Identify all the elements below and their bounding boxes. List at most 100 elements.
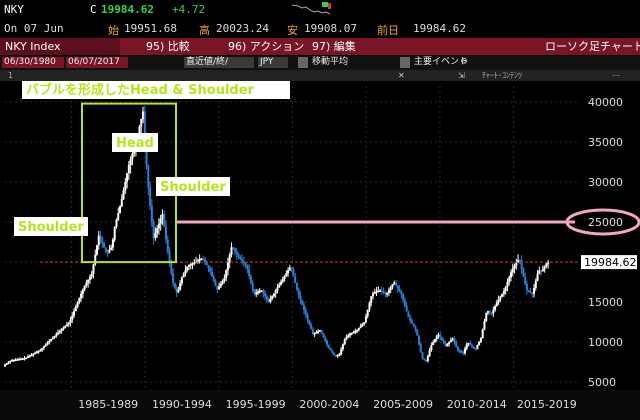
candle-body — [301, 300, 304, 306]
candle-body — [122, 190, 125, 200]
candle-body — [384, 292, 387, 294]
candle-body — [502, 290, 505, 294]
low-label: 安 — [287, 24, 298, 37]
candle-body — [538, 270, 541, 274]
chart-contents-label[interactable]: ﾁｬｰﾄ･ｺﾝﾃﾝﾂ — [482, 71, 522, 80]
candle-body — [359, 326, 362, 329]
candle-body — [425, 359, 428, 362]
candle-body — [373, 292, 376, 294]
prev-label: 前日 — [377, 24, 399, 37]
candle-body — [120, 199, 123, 207]
highlight-ellipse — [565, 208, 640, 236]
candle-body — [37, 350, 40, 353]
candle-body — [42, 346, 45, 348]
candle-body — [464, 348, 466, 354]
price-series — [4, 105, 550, 368]
candle-body — [416, 329, 419, 336]
more-icon[interactable]: ⋯ — [612, 71, 620, 80]
candle-body — [349, 333, 351, 336]
candle-body — [488, 311, 491, 313]
candle-body — [456, 346, 459, 351]
end-date-input[interactable]: 06/07/2017 — [66, 57, 128, 68]
candle-body — [483, 321, 486, 330]
currency-select[interactable]: JPY — [258, 57, 288, 68]
candle-body — [292, 269, 295, 277]
candle-body — [398, 288, 401, 292]
candle-body — [46, 342, 49, 345]
key-events-checkbox[interactable] — [400, 57, 410, 68]
candle-body — [393, 282, 396, 285]
candle-body — [150, 206, 153, 222]
candle-body — [108, 250, 111, 253]
candle-body — [226, 262, 229, 271]
index-name-field[interactable]: NKY Index — [0, 38, 120, 55]
candle-body — [5, 363, 8, 365]
open-value: 19951.68 — [124, 22, 177, 35]
candle-body — [163, 214, 166, 227]
compare-button[interactable]: 95) 比較 — [146, 40, 190, 53]
candle-body — [170, 262, 173, 273]
y-tick-label: 25000 — [588, 216, 623, 229]
candle-body — [515, 262, 518, 266]
candle-body — [234, 248, 236, 252]
candle-body — [44, 344, 47, 347]
candle-body — [64, 326, 67, 328]
y-tick-label: 5000 — [588, 376, 616, 389]
candle-body — [32, 353, 35, 356]
x-tick-label: 1990-1994 — [152, 398, 212, 411]
candle-body — [501, 293, 504, 297]
candle-body — [449, 340, 452, 343]
candle-body — [435, 336, 438, 340]
candle-body — [297, 289, 300, 296]
candle-body — [382, 291, 385, 293]
candle-body — [173, 282, 176, 288]
moving-average-checkbox[interactable] — [298, 57, 308, 68]
start-date-input[interactable]: 06/30/1980 — [2, 57, 64, 68]
edit-menu[interactable]: 97) 編集 — [312, 40, 356, 53]
candle-body — [138, 126, 141, 135]
candle-body — [223, 278, 226, 281]
candle-body — [391, 284, 394, 288]
candle-body — [251, 282, 254, 290]
candle-body — [269, 299, 272, 302]
chart-annotations: 19984.62 バブルを形成したHead & Shoulder Head Shoul… — [14, 81, 640, 270]
candle-body — [198, 259, 201, 261]
candle-body — [403, 299, 406, 306]
x-tick-label: 2010-2014 — [447, 398, 507, 411]
candle-body — [285, 273, 288, 277]
candle-body — [175, 287, 178, 293]
candle-body — [389, 287, 392, 291]
last-price: 19984.62 — [101, 3, 154, 16]
candle-body — [21, 358, 24, 360]
candle-body — [168, 251, 171, 263]
candle-body — [444, 343, 447, 346]
candle-body — [465, 344, 468, 349]
candle-body — [352, 331, 355, 334]
close-icon[interactable]: ✕ — [398, 71, 405, 80]
candle-body — [414, 326, 417, 330]
candle-body — [386, 293, 389, 295]
period-select[interactable]: 直近値/終/ — [184, 57, 254, 68]
candle-body — [364, 316, 367, 323]
candle-body — [472, 346, 475, 349]
candle-body — [244, 263, 247, 266]
candle-body — [356, 330, 359, 332]
candle-body — [131, 153, 134, 160]
candle-body — [249, 276, 252, 283]
candle-body — [235, 251, 238, 255]
y-axis: 500010000150002000025000300003500040000 — [588, 96, 623, 389]
candle-body — [492, 309, 495, 314]
chart-settings-icon[interactable]: ⚙ — [460, 57, 469, 67]
action-menu[interactable]: 96) アクション — [228, 40, 305, 53]
candle-body — [28, 355, 31, 358]
candle-body — [527, 290, 530, 292]
subbar-marker: 1 — [8, 71, 14, 80]
chart-type-menu[interactable]: ローソク足チャート — [545, 40, 640, 53]
candle-body — [191, 263, 194, 265]
candle-body — [272, 293, 275, 297]
candle-body — [517, 259, 520, 263]
chart-tools-icon[interactable]: ⇲ — [458, 71, 465, 80]
candle-body — [85, 282, 88, 286]
candle-body — [189, 264, 192, 266]
candle-body — [83, 285, 86, 290]
